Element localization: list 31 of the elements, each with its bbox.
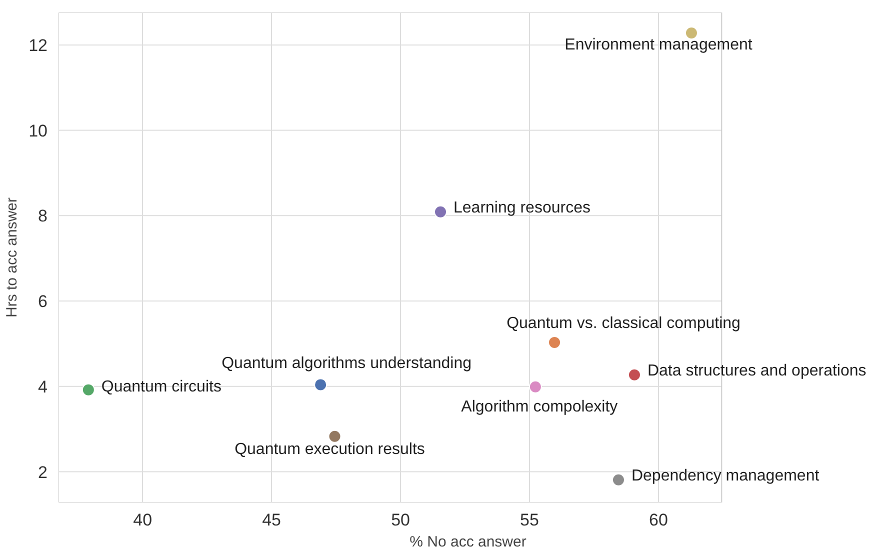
x-tick-label: 60 [649,510,668,530]
point [628,368,641,382]
y-axis-title: Hrs to acc answer [4,197,21,318]
annotation: Learning resources [454,199,590,216]
annotation: Quantum circuits [101,378,222,396]
y-tick-label: 2 [38,462,48,482]
x-tick-label: 50 [391,510,410,530]
y-tick-label: 6 [38,292,48,312]
y-tick-label: 4 [38,377,48,396]
annotation: Dependency management [631,467,820,484]
x-tick-label: 55 [520,510,539,530]
point [528,380,542,394]
annotation: Data structures and operations [647,362,866,380]
point [684,26,698,40]
annotation: Quantum algorithms understanding [222,355,472,372]
annotation: Quantum execution results [234,440,425,458]
annotation: Algorithm compolexity [461,398,618,416]
point [82,383,95,396]
annotation: Quantum vs. classical computing [506,314,740,332]
y-tick-label: 12 [28,36,48,55]
y-tick-label: 10 [28,121,48,140]
x-axis-title: % No acc answer [410,534,526,550]
annotation: Environment management [564,36,753,54]
point [434,205,448,218]
point [314,378,328,392]
x-tick-label: 45 [262,510,282,530]
x-tick-label: 40 [133,510,152,530]
point [612,473,625,486]
point [548,336,562,349]
y-tick-label: 8 [38,206,48,226]
point [328,430,342,443]
